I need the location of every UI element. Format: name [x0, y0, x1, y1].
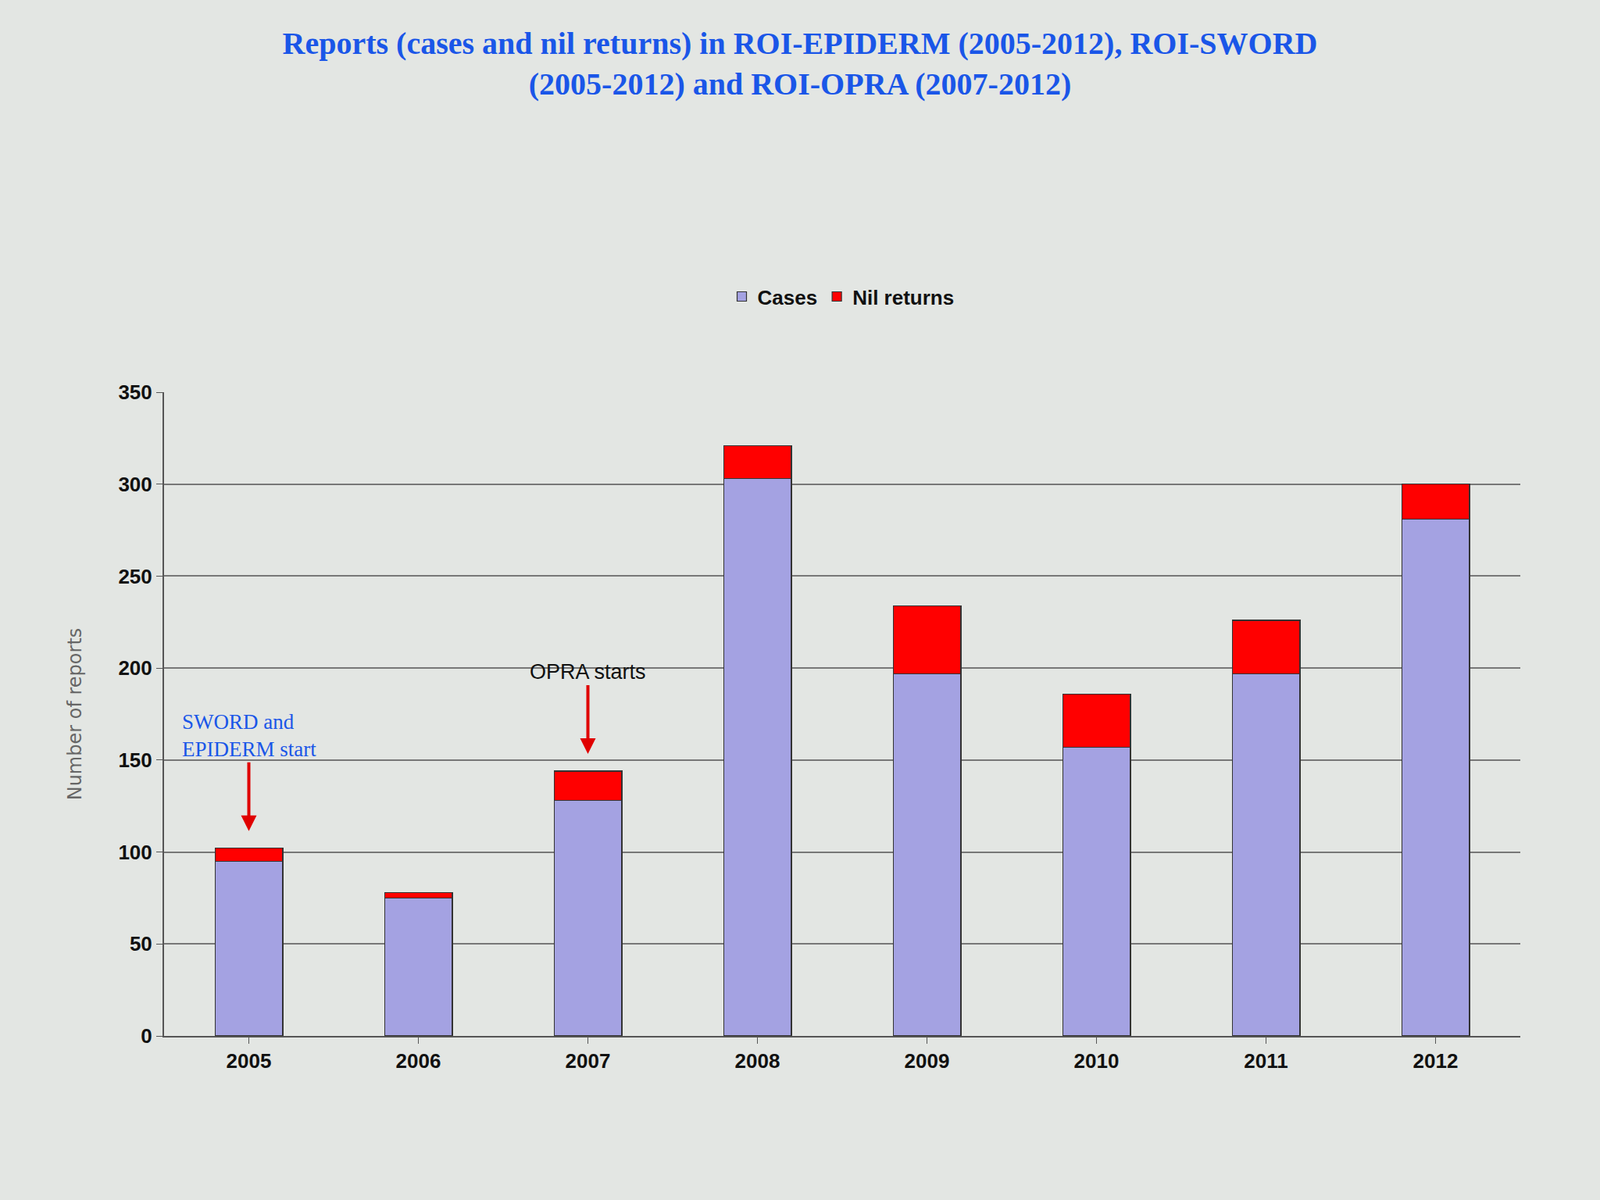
svg-text:2006: 2006	[396, 1049, 442, 1073]
svg-text:2009: 2009	[904, 1049, 950, 1073]
svg-text:OPRA starts: OPRA starts	[529, 660, 647, 684]
svg-text:2005: 2005	[226, 1049, 272, 1073]
svg-text:Number of reports: Number of reports	[64, 628, 86, 801]
svg-text:100: 100	[117, 840, 152, 865]
svg-text:2010: 2010	[1074, 1049, 1120, 1073]
svg-text:Cases: Cases	[757, 285, 818, 310]
svg-text:2011: 2011	[1243, 1049, 1288, 1073]
svg-text:50: 50	[129, 932, 153, 956]
svg-text:Reports (cases and nil returns: Reports (cases and nil returns) in ROI-E…	[282, 25, 1318, 102]
svg-text:2012: 2012	[1413, 1049, 1459, 1073]
svg-text:2008: 2008	[735, 1049, 781, 1073]
svg-text:200: 200	[117, 656, 152, 680]
svg-text:150: 150	[117, 748, 152, 772]
svg-text:250: 250	[117, 564, 152, 589]
svg-text:SWORD andEPIDERM start: SWORD andEPIDERM start	[182, 710, 317, 761]
svg-text:350: 350	[117, 380, 152, 404]
svg-text:0: 0	[140, 1024, 152, 1048]
svg-text:2007: 2007	[565, 1049, 611, 1073]
svg-text:Nil returns: Nil returns	[852, 285, 954, 310]
svg-text:300: 300	[117, 472, 152, 497]
